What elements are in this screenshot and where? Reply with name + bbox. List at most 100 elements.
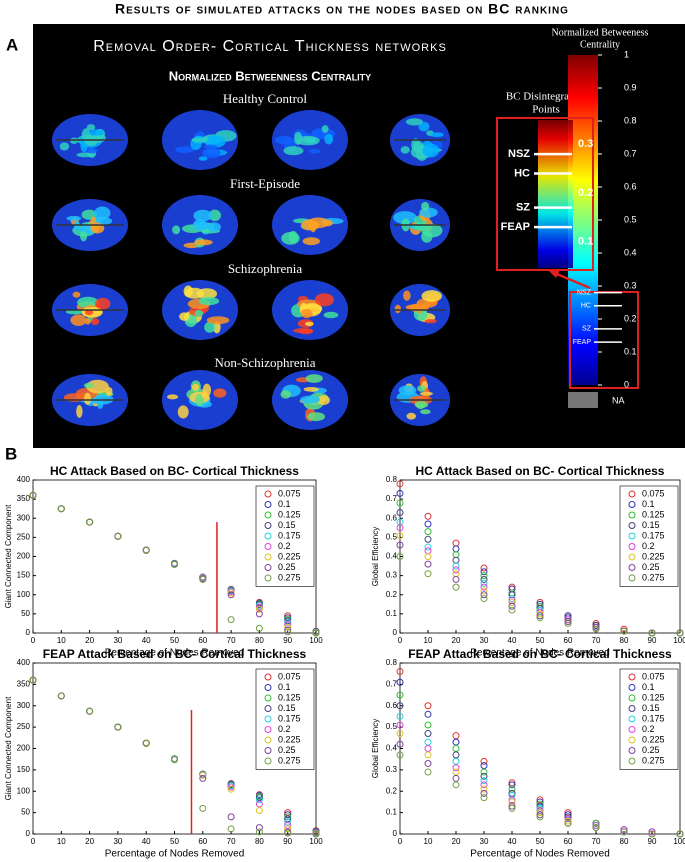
data-point xyxy=(536,809,544,817)
data-point xyxy=(424,553,432,560)
legend-marker xyxy=(628,564,636,571)
brain-region xyxy=(422,143,440,158)
legend-marker xyxy=(628,684,636,691)
inset-tick-label: 0.2 xyxy=(578,187,593,199)
data-point xyxy=(199,575,207,583)
y-axis-label: Global Efficiency xyxy=(371,527,380,586)
x-tick-label: 100 xyxy=(673,837,685,846)
x-tick-label: 90 xyxy=(283,837,292,846)
legend-label: 0.275 xyxy=(642,755,665,765)
data-point xyxy=(480,789,488,797)
brain-region xyxy=(405,304,429,311)
data-point xyxy=(255,824,263,832)
x-tick-label: 30 xyxy=(113,837,122,846)
brain-region xyxy=(321,125,329,133)
panel-label: B xyxy=(5,444,17,463)
inset-title: Points xyxy=(532,104,560,116)
data-point xyxy=(424,721,432,729)
data-point xyxy=(648,830,656,838)
data-point xyxy=(86,518,94,526)
x-tick-label: 50 xyxy=(170,837,179,846)
colorbar-tick-label: 0.2 xyxy=(624,313,637,323)
data-point xyxy=(592,625,600,633)
panel-a-subtitle: Normalized Betweenness Centrality xyxy=(169,68,371,83)
disintegration-label: FEAP xyxy=(501,221,530,233)
y-tick-label: 250 xyxy=(17,532,31,541)
brain-region xyxy=(77,296,99,309)
inset-arrow-head xyxy=(548,270,560,278)
y-tick-label: 0.4 xyxy=(386,744,398,753)
inset-box xyxy=(496,117,594,271)
data-point xyxy=(452,566,460,574)
x-tick-label: 30 xyxy=(480,837,489,846)
data-point xyxy=(424,751,432,759)
data-point xyxy=(480,583,488,591)
y-tick-label: 350 xyxy=(17,679,31,688)
x-tick-label: 60 xyxy=(198,636,207,645)
colorbar-tick-label: 0 xyxy=(624,379,629,389)
brain-region xyxy=(314,293,334,307)
x-tick-label: 70 xyxy=(592,837,601,846)
legend-marker xyxy=(264,522,272,529)
brain-region xyxy=(299,328,314,335)
data-point xyxy=(312,629,320,637)
data-point xyxy=(564,819,572,827)
legend-label: 0.25 xyxy=(278,562,296,572)
legend-marker xyxy=(628,747,636,754)
y-tick-label: 300 xyxy=(17,513,31,522)
y-tick-label: 250 xyxy=(17,722,31,731)
data-point xyxy=(86,707,94,715)
data-point xyxy=(227,785,235,793)
group-label: Schizophrenia xyxy=(228,261,303,276)
x-axis-label: Percentage of Nodes Removed xyxy=(470,648,610,659)
data-point xyxy=(255,796,263,804)
brain-region xyxy=(288,230,298,243)
x-tick-label: 40 xyxy=(508,837,517,846)
data-point xyxy=(564,618,572,626)
y-tick-label: 0.1 xyxy=(386,808,398,817)
legend-marker xyxy=(264,511,272,519)
data-point xyxy=(142,546,150,554)
y-tick-label: 0.5 xyxy=(386,532,398,541)
data-point xyxy=(396,668,404,676)
brain-region xyxy=(204,321,216,333)
data-point xyxy=(508,602,516,610)
data-point xyxy=(424,543,432,551)
brain-region xyxy=(400,146,410,154)
brain-region xyxy=(405,118,423,126)
y-tick-label: 350 xyxy=(17,494,31,503)
legend-label: 0.175 xyxy=(642,713,665,723)
data-point xyxy=(536,813,544,821)
data-point xyxy=(648,828,656,836)
legend-label: 0.2 xyxy=(278,724,291,734)
na-swatch xyxy=(568,392,598,408)
y-tick-label: 0.6 xyxy=(386,701,398,710)
data-point xyxy=(480,579,488,587)
x-tick-label: 80 xyxy=(620,636,629,645)
chart-title: FEAP Attack Based on BC- Cortical Thickn… xyxy=(408,647,672,661)
brain-region xyxy=(198,156,208,161)
data-point xyxy=(199,774,207,782)
colorbar-tick-label: 0.7 xyxy=(624,148,637,158)
y-tick-label: 200 xyxy=(17,744,31,753)
disintegration-label: SZ xyxy=(582,326,592,333)
data-point xyxy=(255,610,263,618)
legend-marker xyxy=(628,694,636,702)
colorbar-tick-label: 1 xyxy=(624,49,629,59)
x-tick-label: 90 xyxy=(283,636,292,645)
data-point xyxy=(284,621,292,629)
brain-region xyxy=(204,135,226,148)
data-point xyxy=(480,781,488,789)
data-point xyxy=(284,626,292,634)
x-tick-label: 50 xyxy=(170,636,179,645)
inset-tick-label: 0.3 xyxy=(578,138,593,150)
legend-label: 0.15 xyxy=(278,520,296,530)
legend-marker xyxy=(264,726,272,733)
y-tick-label: 0 xyxy=(393,628,398,637)
data-point xyxy=(114,723,122,731)
data-point xyxy=(648,629,656,637)
x-tick-label: 20 xyxy=(85,837,94,846)
data-point xyxy=(452,764,460,772)
legend-marker xyxy=(264,684,272,691)
legend-label: 0.2 xyxy=(278,541,291,551)
